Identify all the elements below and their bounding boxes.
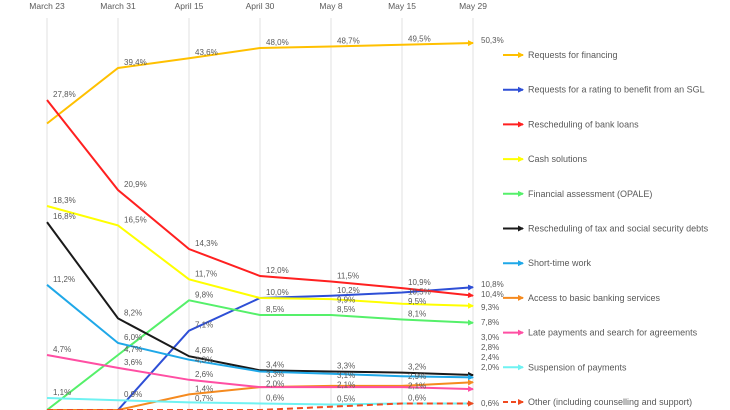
data-label: 11,7% — [195, 269, 217, 278]
data-label: 2,1% — [408, 382, 426, 391]
legend-label: Cash solutions — [528, 154, 588, 164]
data-label: 9,3% — [481, 303, 499, 312]
data-label: 2,9% — [408, 372, 426, 381]
legend-label: Requests for financing — [528, 50, 618, 60]
data-label: 6,0% — [124, 333, 142, 342]
legend-label: Rescheduling of tax and social security … — [528, 224, 709, 234]
data-label: 3,2% — [408, 363, 426, 372]
series-line — [46, 299, 474, 410]
series-line — [46, 284, 474, 381]
legend-label: Late payments and search for agreements — [528, 328, 698, 338]
data-label: 9,8% — [195, 290, 213, 299]
data-label: 3,1% — [337, 371, 355, 380]
legend: Requests for financing Requests for a rat… — [503, 50, 709, 407]
data-label: 10,5% — [408, 288, 431, 297]
legend-label: Suspension of payments — [528, 362, 627, 372]
data-label: 49,5% — [408, 35, 431, 44]
data-label: 9,9% — [337, 295, 355, 304]
data-label: 4,3% — [195, 356, 213, 365]
legend-label: Requests for a rating to benefit from an… — [528, 85, 705, 95]
data-label: 2,4% — [481, 353, 499, 362]
legend-label: Other (including counselling and support… — [528, 397, 692, 407]
legend-label: Access to basic banking services — [528, 293, 661, 303]
data-label: 9,5% — [408, 297, 426, 306]
data-label: 10,2% — [337, 286, 360, 295]
data-label: 0,5% — [337, 395, 355, 404]
data-label: 4,6% — [195, 346, 213, 355]
data-label: 3,3% — [266, 370, 284, 379]
data-labels: 27,8% 18,3% 16,8% 11,2% 4,7% 1,1% 39,4% 20,9% 16… — [53, 35, 504, 408]
x-tick-label: May 8 — [319, 1, 342, 11]
data-label: 11,5% — [337, 272, 359, 281]
data-label: 10,9% — [408, 278, 431, 287]
legend-label: Short-time work — [528, 258, 592, 268]
series-lines — [46, 40, 474, 410]
data-label: 0,6% — [481, 399, 499, 408]
data-label: 7,8% — [481, 318, 499, 327]
data-label: 2,8% — [481, 343, 499, 352]
data-label: 48,0% — [266, 38, 289, 47]
data-label: 0,6% — [408, 394, 426, 403]
x-tick-label: April 15 — [175, 1, 204, 11]
data-label: 10,4% — [481, 290, 504, 299]
series-line — [46, 40, 474, 125]
data-label: 16,5% — [124, 215, 147, 224]
data-label: 0,6% — [266, 394, 284, 403]
data-label: 20,9% — [124, 180, 147, 189]
data-label: 2,0% — [266, 379, 284, 388]
data-label: 27,8% — [53, 90, 76, 99]
legend-label: Financial assessment (OPALE) — [528, 189, 652, 199]
series-line — [46, 221, 474, 378]
data-label: 1,1% — [53, 388, 71, 397]
x-axis-ticks: March 23 March 31 April 15 April 30 May 8 May… — [29, 1, 487, 11]
series-line — [46, 354, 474, 392]
data-label: 3,3% — [337, 362, 355, 371]
data-label: 14,3% — [195, 239, 218, 248]
data-label: 0,9% — [124, 390, 142, 399]
legend-label: Rescheduling of bank loans — [528, 119, 639, 129]
data-label: 48,7% — [337, 37, 360, 46]
data-label: 50,3% — [481, 36, 504, 45]
data-label: 11,2% — [53, 275, 75, 284]
data-label: 10,0% — [266, 288, 289, 297]
data-label: 3,6% — [124, 358, 142, 367]
data-label: 2,6% — [195, 370, 213, 379]
data-label: 3,0% — [481, 333, 499, 342]
data-label: 2,0% — [481, 363, 499, 372]
data-label: 8,5% — [266, 305, 284, 314]
x-tick-label: May 15 — [388, 1, 416, 11]
data-label: 43,6% — [195, 48, 218, 57]
data-label: 8,5% — [337, 305, 355, 314]
x-tick-label: April 30 — [246, 1, 275, 11]
data-label: 10,8% — [481, 280, 504, 289]
data-label: 4,7% — [53, 345, 71, 354]
data-label: 4,7% — [124, 345, 142, 354]
series-line — [47, 400, 474, 410]
data-label: 0,7% — [195, 394, 213, 403]
x-tick-label: March 23 — [29, 1, 65, 11]
data-label: 3,4% — [266, 360, 284, 369]
data-label: 8,1% — [408, 310, 426, 319]
data-label: 7,1% — [195, 321, 213, 330]
x-tick-label: March 31 — [100, 1, 136, 11]
series-line — [46, 205, 474, 309]
data-label: 1,4% — [195, 384, 213, 393]
data-label: 2,1% — [337, 381, 355, 390]
data-label: 16,8% — [53, 212, 76, 221]
data-label: 8,2% — [124, 308, 142, 317]
x-tick-label: May 29 — [459, 1, 487, 11]
gridlines — [46, 18, 474, 410]
data-label: 12,0% — [266, 266, 289, 275]
data-label: 39,4% — [124, 58, 147, 67]
data-label: 18,3% — [53, 196, 76, 205]
series-line — [46, 99, 474, 299]
